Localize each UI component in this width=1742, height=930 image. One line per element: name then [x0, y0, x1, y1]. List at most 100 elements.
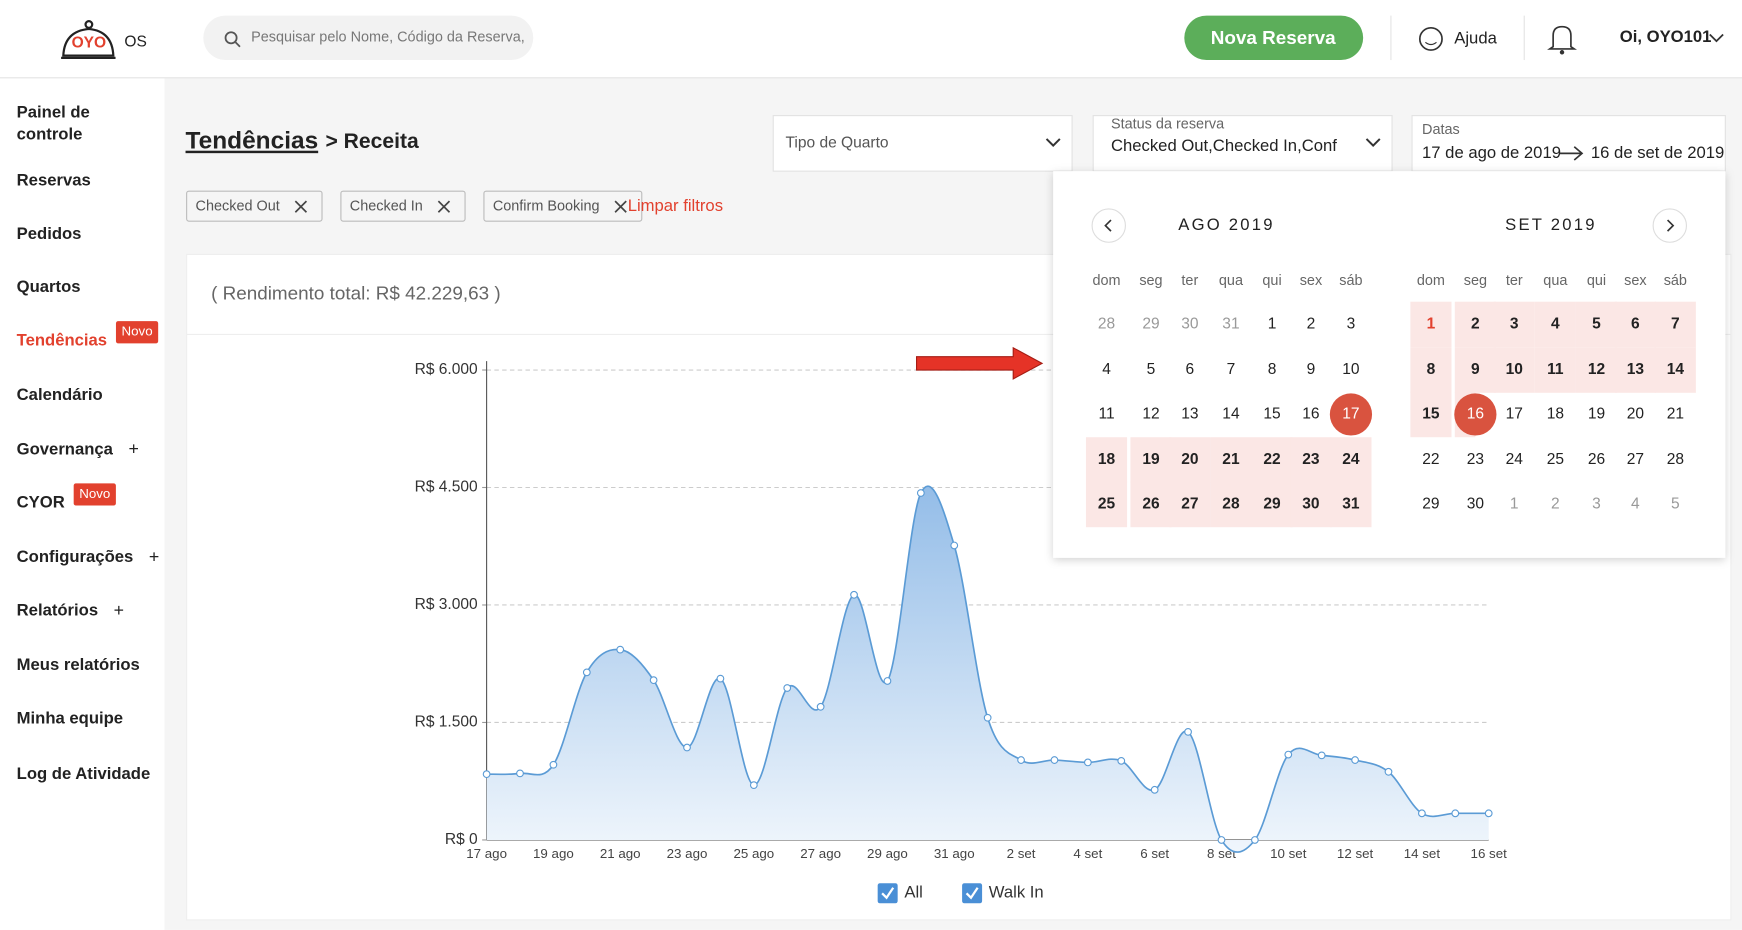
prev-month-part[interactable]: [1091, 208, 1126, 243]
calendar-day[interactable]: 9: [1307, 361, 1316, 378]
calendar-day[interactable]: 1: [1427, 316, 1436, 333]
nav-item[interactable]: Quartos: [17, 277, 81, 296]
calendar-day[interactable]: 16: [1302, 406, 1319, 423]
calendar-day[interactable]: 8: [1268, 361, 1277, 378]
nav-item[interactable]: Relatórios: [17, 600, 98, 619]
date-range-part[interactable]: Datas: [1422, 122, 1460, 138]
logo-part[interactable]: [62, 27, 115, 57]
help-part[interactable]: [1425, 41, 1437, 46]
calendar-day[interactable]: 19: [1588, 406, 1605, 423]
notifications-part[interactable]: [1547, 25, 1577, 50]
status-dropdown-part[interactable]: [1092, 115, 1393, 172]
next-month-part[interactable]: [1652, 208, 1688, 243]
calendar-day[interactable]: 21: [1222, 451, 1240, 468]
calendar-day[interactable]: 4: [1102, 361, 1111, 378]
calendar-day[interactable]: 29: [1422, 496, 1439, 513]
calendar-day[interactable]: 12: [1142, 406, 1159, 423]
search-box-part[interactable]: [203, 15, 534, 61]
calendar-day[interactable]: 11: [1098, 406, 1114, 423]
calendar-day[interactable]: 3: [1510, 316, 1519, 333]
filter-chip[interactable]: Confirm Booking: [483, 190, 643, 222]
prev-month[interactable]: [1091, 208, 1126, 243]
calendar-day[interactable]: 22: [1422, 451, 1439, 468]
calendar-day[interactable]: 10: [1506, 361, 1524, 378]
calendar-day[interactable]: 2: [1471, 316, 1480, 333]
clear-filters[interactable]: Limpar filtros: [628, 196, 723, 215]
calendar-day[interactable]: 10: [1342, 361, 1360, 378]
calendar-day[interactable]: 19: [1142, 451, 1160, 468]
nav-item[interactable]: Configurações: [17, 547, 134, 566]
calendar-day[interactable]: 20: [1181, 451, 1199, 468]
logo[interactable]: OYO OS: [61, 20, 147, 59]
notifications-part[interactable]: [1559, 50, 1565, 55]
calendar-day[interactable]: 29: [1142, 316, 1159, 333]
calendar-day[interactable]: 14: [1667, 361, 1685, 378]
nav-item[interactable]: CYOR: [17, 493, 65, 512]
calendar-day[interactable]: 7: [1227, 361, 1236, 378]
expand-icon[interactable]: +: [114, 600, 124, 620]
expand-icon[interactable]: +: [149, 546, 159, 566]
room-type-dropdown-part[interactable]: [772, 115, 1073, 172]
next-month-part[interactable]: [1666, 219, 1675, 232]
nav-item[interactable]: Meus relatórios: [17, 655, 140, 674]
new-booking-button[interactable]: Nova Reserva: [1184, 15, 1364, 61]
date-range-part[interactable]: 16 de set de 2019: [1591, 143, 1724, 162]
filter-chip[interactable]: Checked In: [340, 190, 466, 222]
room-type-dropdown[interactable]: Tipo de Quarto: [772, 115, 1073, 172]
logo-part[interactable]: OYO: [72, 34, 107, 51]
legend-item[interactable]: Walk In: [962, 883, 1044, 904]
calendar-day[interactable]: 30: [1181, 316, 1199, 333]
calendar-day[interactable]: 1: [1510, 496, 1519, 513]
room-type-dropdown-part[interactable]: Tipo de Quarto: [785, 134, 888, 151]
calendar-day[interactable]: 30: [1302, 496, 1320, 513]
calendar-day[interactable]: 6: [1186, 361, 1195, 378]
calendar-day[interactable]: 3: [1347, 316, 1356, 333]
calendar-day[interactable]: 13: [1627, 361, 1645, 378]
calendar-day[interactable]: 28: [1098, 316, 1115, 333]
calendar-day[interactable]: 29: [1263, 496, 1281, 513]
date-range[interactable]: Datas 17 de ago de 2019 16 de set de 201…: [1411, 115, 1726, 172]
calendar-day[interactable]: 22: [1263, 451, 1281, 468]
calendar-day[interactable]: 21: [1667, 406, 1684, 423]
prev-month-part[interactable]: [1104, 219, 1112, 232]
calendar-day[interactable]: 9: [1471, 361, 1480, 378]
chip-remove[interactable]: [614, 200, 627, 213]
nav-item[interactable]: Calendário: [17, 385, 103, 404]
status-dropdown[interactable]: Status da reserva Checked Out,Checked In…: [1092, 115, 1393, 172]
calendar-day[interactable]: 15: [1422, 406, 1440, 423]
help-part[interactable]: Ajuda: [1454, 28, 1497, 47]
calendar-day[interactable]: 24: [1506, 451, 1524, 468]
expand-icon[interactable]: +: [128, 439, 138, 459]
calendar-day[interactable]: 27: [1627, 451, 1644, 468]
search-box-part[interactable]: [234, 41, 241, 48]
date-range-part[interactable]: [1411, 115, 1726, 172]
calendar-day[interactable]: 5: [1671, 496, 1680, 513]
nav-item[interactable]: Painel de controle: [17, 103, 90, 144]
calendar-day[interactable]: 7: [1671, 316, 1680, 333]
user-menu-part[interactable]: [1709, 33, 1724, 43]
calendar-day[interactable]: 1: [1268, 316, 1277, 333]
calendar-day[interactable]: 14: [1222, 406, 1240, 423]
calendar-day[interactable]: 15: [1263, 406, 1280, 423]
search-box-part[interactable]: [224, 31, 238, 45]
page-title[interactable]: Tendências: [186, 128, 319, 155]
nav-item[interactable]: Reservas: [17, 171, 91, 190]
calendar-day[interactable]: 23: [1467, 451, 1484, 468]
new-booking-button-part[interactable]: Nova Reserva: [1211, 28, 1336, 49]
calendar-day[interactable]: 12: [1588, 361, 1606, 378]
calendar-day[interactable]: 20: [1627, 406, 1645, 423]
calendar-day[interactable]: 2: [1551, 496, 1560, 513]
nav-item[interactable]: Log de Atividade: [17, 764, 151, 783]
status-dropdown-part[interactable]: Status da reserva: [1111, 116, 1225, 132]
calendar-day[interactable]: 31: [1222, 316, 1239, 333]
nav-item[interactable]: Governança: [17, 439, 114, 458]
calendar-day[interactable]: 13: [1181, 406, 1198, 423]
calendar-day[interactable]: 18: [1547, 406, 1564, 423]
nav-item[interactable]: Pedidos: [17, 224, 82, 243]
calendar-day[interactable]: 5: [1592, 316, 1601, 333]
calendar-day[interactable]: 4: [1551, 316, 1560, 333]
calendar-day[interactable]: 2: [1307, 316, 1316, 333]
calendar-day[interactable]: 18: [1098, 451, 1116, 468]
user-menu-part[interactable]: Oi, OYO101: [1620, 27, 1712, 46]
calendar-day[interactable]: 8: [1427, 361, 1436, 378]
